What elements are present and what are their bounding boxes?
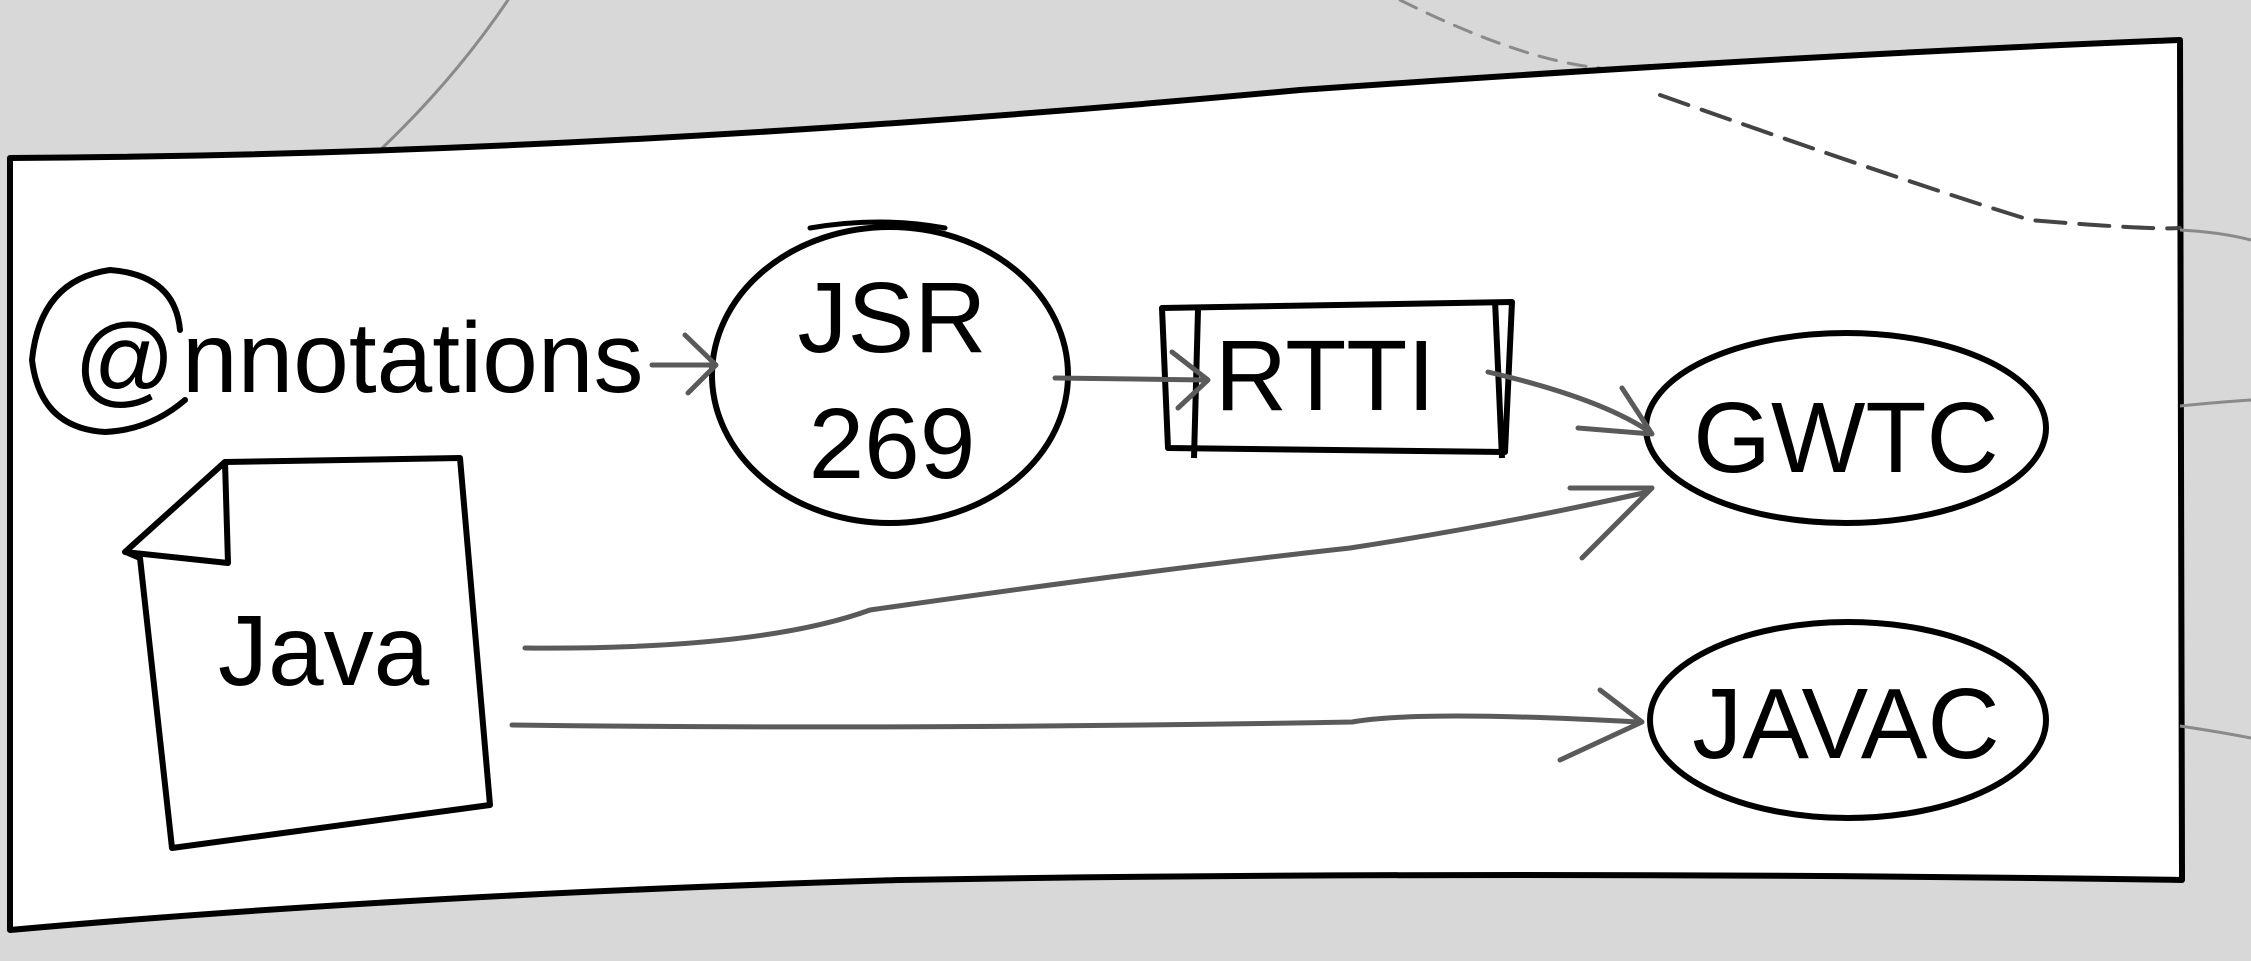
background-dashed-stroke	[1398, 0, 1602, 70]
jsr-269-ellipse-overstroke	[807, 219, 948, 231]
jsr-label-line2: 269	[809, 388, 976, 500]
outgoing-stroke-gwtc	[2179, 398, 2251, 408]
gwtc-node: GWTC	[1643, 330, 2049, 526]
java-document-node: Java	[122, 455, 493, 851]
edge-java-to-gwtc	[522, 489, 1651, 651]
rtti-label: RTTI	[1215, 320, 1435, 432]
rtti-node: RTTI	[1159, 299, 1515, 459]
edges	[509, 332, 1655, 763]
javac-label: JAVAC	[1692, 668, 1999, 780]
jsr-label-line1: JSR	[798, 262, 987, 374]
gwtc-label: GWTC	[1693, 382, 1998, 494]
at-sign-glyph: @	[74, 304, 176, 416]
at-sign-circle	[28, 266, 188, 436]
java-label: Java	[218, 595, 430, 707]
outgoing-stroke-top	[2179, 228, 2251, 242]
annotations-label: nnotations	[182, 302, 643, 414]
edge-jsr-to-rtti	[1052, 375, 1208, 383]
annotations-node: @ nnotations	[28, 266, 643, 436]
javac-ellipse	[1647, 619, 2049, 821]
jsr-269-node: JSR 269	[709, 219, 1071, 526]
edge-rtti-to-gwtc	[1485, 369, 1653, 435]
javac-node: JAVAC	[1647, 619, 2049, 821]
arrowhead-rtti-to-gwtc	[1575, 385, 1655, 437]
edge-java-to-javac	[509, 713, 1641, 730]
panel-box	[7, 37, 2185, 933]
arrowhead-java-to-gwtc	[1567, 485, 1655, 561]
arrowhead-annotations-to-jsr	[682, 332, 719, 396]
arrowhead-java-to-javac	[1557, 687, 1645, 763]
jsr-269-ellipse	[709, 224, 1071, 526]
rtti-box-left-overstroke	[1191, 309, 1201, 459]
outgoing-stroke-javac	[2179, 724, 2251, 740]
document-folded-corner	[122, 459, 231, 566]
rtti-box-right-overstroke	[1492, 299, 1505, 459]
dashed-connector	[1658, 93, 2182, 231]
rtti-box	[1159, 299, 1515, 455]
arrowhead-jsr-to-rtti	[1169, 349, 1211, 411]
